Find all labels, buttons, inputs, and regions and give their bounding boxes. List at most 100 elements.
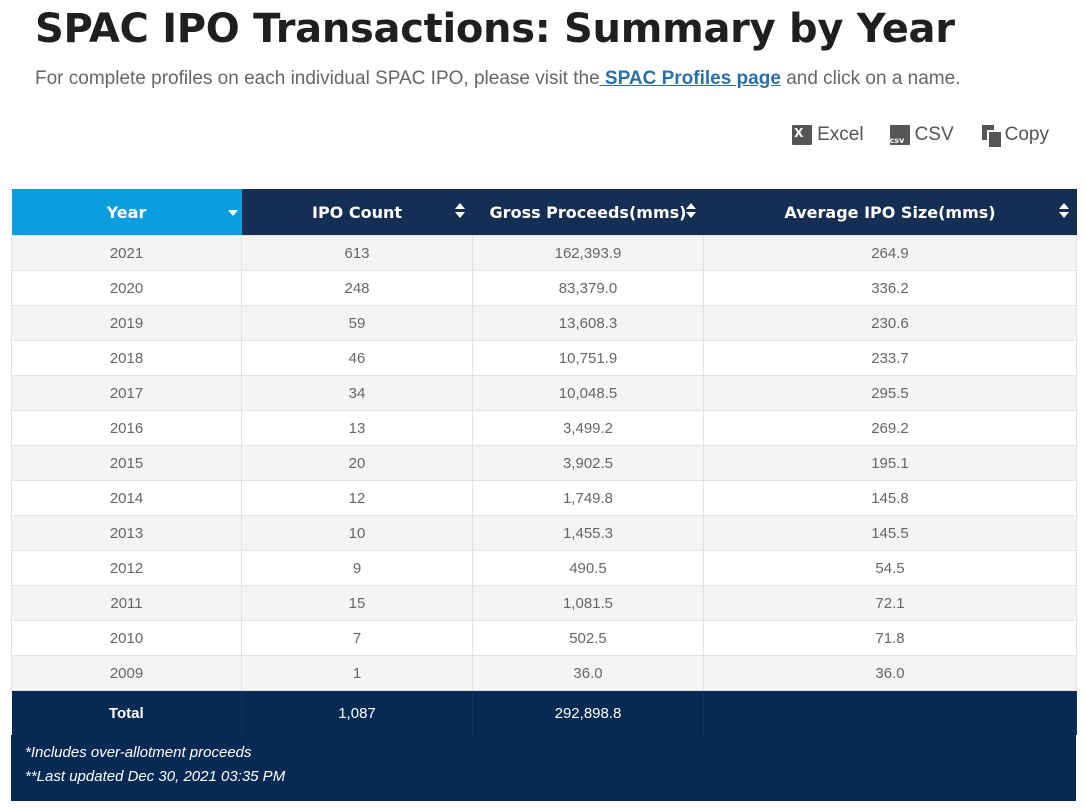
table-row: 2016 13 3,499.2 269.2: [11, 410, 1077, 446]
cell-average-ipo-size: 71.8: [703, 620, 1077, 656]
total-ipo-count: 1,087: [241, 690, 473, 735]
cell-year: 2013: [11, 515, 242, 551]
table-footnotes: *Includes over-allotment proceeds **Last…: [11, 735, 1076, 801]
cell-ipo-count: 15: [241, 585, 473, 621]
cell-gross-proceeds: 10,048.5: [472, 375, 704, 411]
summary-table: Year IPO Count Gross Proceeds(mms) Avera…: [11, 189, 1077, 735]
cell-year: 2015: [11, 445, 242, 481]
cell-ipo-count: 613: [241, 235, 473, 271]
column-header-label: Average IPO Size(mms): [784, 202, 996, 222]
sort-icon: [454, 203, 465, 219]
excel-icon: [792, 125, 813, 145]
cell-year: 2016: [11, 410, 242, 446]
cell-gross-proceeds: 36.0: [472, 655, 704, 691]
cell-year: 2020: [11, 270, 242, 306]
cell-average-ipo-size: 195.1: [703, 445, 1077, 481]
column-header-label: Gross Proceeds(mms): [489, 202, 687, 222]
cell-ipo-count: 59: [241, 305, 473, 341]
cell-gross-proceeds: 162,393.9: [472, 235, 704, 271]
excel-label: Excel: [817, 124, 864, 145]
subtitle-text-after: and click on a name.: [780, 68, 961, 89]
sort-icon: [685, 203, 696, 219]
sort-desc-icon: [227, 210, 238, 216]
table-header-row: Year IPO Count Gross Proceeds(mms) Avera…: [11, 189, 1077, 236]
summary-table-container: Year IPO Count Gross Proceeds(mms) Avera…: [11, 189, 1077, 801]
cell-ipo-count: 248: [241, 270, 473, 306]
footnote-last-updated: **Last updated Dec 30, 2021 03:35 PM: [25, 768, 286, 785]
total-label: Total: [11, 690, 242, 735]
cell-year: 2009: [11, 655, 242, 691]
column-header-label: Year: [106, 202, 147, 222]
csv-export-button[interactable]: CSV: [889, 124, 954, 146]
table-total-row: Total 1,087 292,898.8: [11, 690, 1077, 735]
column-header-year[interactable]: Year: [11, 189, 242, 236]
table-row: 2019 59 13,608.3 230.6: [11, 305, 1077, 341]
cell-gross-proceeds: 1,081.5: [472, 585, 704, 621]
footnote-over-allotment: *Includes over-allotment proceeds: [25, 744, 252, 761]
cell-average-ipo-size: 72.1: [703, 585, 1077, 621]
excel-export-button[interactable]: Excel: [792, 124, 864, 146]
csv-icon: [889, 125, 910, 145]
cell-average-ipo-size: 233.7: [703, 340, 1077, 376]
cell-ipo-count: 13: [241, 410, 473, 446]
cell-year: 2012: [11, 550, 242, 586]
cell-gross-proceeds: 10,751.9: [472, 340, 704, 376]
cell-year: 2014: [11, 480, 242, 516]
cell-gross-proceeds: 1,749.8: [472, 480, 704, 516]
cell-year: 2011: [11, 585, 242, 621]
table-row: 2014 12 1,749.8 145.8: [11, 480, 1077, 516]
cell-ipo-count: 9: [241, 550, 473, 586]
copy-icon: [980, 125, 1001, 147]
cell-average-ipo-size: 264.9: [703, 235, 1077, 271]
cell-ipo-count: 20: [241, 445, 473, 481]
cell-year: 2019: [11, 305, 242, 341]
page-title: SPAC IPO Transactions: Summary by Year: [35, 6, 955, 52]
spac-profiles-link[interactable]: SPAC Profiles page: [599, 68, 781, 89]
table-row: 2010 7 502.5 71.8: [11, 620, 1077, 656]
cell-ipo-count: 10: [241, 515, 473, 551]
cell-average-ipo-size: 336.2: [703, 270, 1077, 306]
column-header-average-ipo-size[interactable]: Average IPO Size(mms): [703, 189, 1077, 236]
cell-gross-proceeds: 490.5: [472, 550, 704, 586]
cell-average-ipo-size: 295.5: [703, 375, 1077, 411]
cell-ipo-count: 1: [241, 655, 473, 691]
cell-gross-proceeds: 1,455.3: [472, 515, 704, 551]
cell-year: 2010: [11, 620, 242, 656]
cell-average-ipo-size: 145.8: [703, 480, 1077, 516]
total-gross-proceeds: 292,898.8: [472, 690, 704, 735]
cell-ipo-count: 46: [241, 340, 473, 376]
table-row: 2013 10 1,455.3 145.5: [11, 515, 1077, 551]
cell-gross-proceeds: 3,902.5: [472, 445, 704, 481]
cell-average-ipo-size: 145.5: [703, 515, 1077, 551]
cell-average-ipo-size: 269.2: [703, 410, 1077, 446]
cell-ipo-count: 12: [241, 480, 473, 516]
table-row: 2020 248 83,379.0 336.2: [11, 270, 1077, 306]
cell-year: 2018: [11, 340, 242, 376]
table-row: 2015 20 3,902.5 195.1: [11, 445, 1077, 481]
cell-ipo-count: 34: [241, 375, 473, 411]
table-row: 2017 34 10,048.5 295.5: [11, 375, 1077, 411]
sort-icon: [1058, 203, 1069, 219]
cell-gross-proceeds: 502.5: [472, 620, 704, 656]
table-row: 2018 46 10,751.9 233.7: [11, 340, 1077, 376]
cell-year: 2017: [11, 375, 242, 411]
cell-average-ipo-size: 54.5: [703, 550, 1077, 586]
export-toolbar: Excel CSV Copy: [792, 124, 1049, 147]
cell-average-ipo-size: 36.0: [703, 655, 1077, 691]
cell-ipo-count: 7: [241, 620, 473, 656]
cell-year: 2021: [11, 235, 242, 271]
subtitle-text-before: For complete profiles on each individual…: [35, 68, 600, 89]
cell-average-ipo-size: 230.6: [703, 305, 1077, 341]
column-header-ipo-count[interactable]: IPO Count: [241, 189, 473, 236]
cell-gross-proceeds: 3,499.2: [472, 410, 704, 446]
table-row: 2011 15 1,081.5 72.1: [11, 585, 1077, 621]
column-header-label: IPO Count: [311, 202, 402, 222]
cell-gross-proceeds: 13,608.3: [472, 305, 704, 341]
column-header-gross-proceeds[interactable]: Gross Proceeds(mms): [472, 189, 704, 236]
table-row: 2012 9 490.5 54.5: [11, 550, 1077, 586]
table-row: 2021 613 162,393.9 264.9: [11, 235, 1077, 271]
total-average-ipo-size: [703, 690, 1077, 735]
copy-button[interactable]: Copy: [980, 124, 1049, 147]
copy-label: Copy: [1004, 124, 1049, 145]
table-row: 2009 1 36.0 36.0: [11, 655, 1077, 691]
